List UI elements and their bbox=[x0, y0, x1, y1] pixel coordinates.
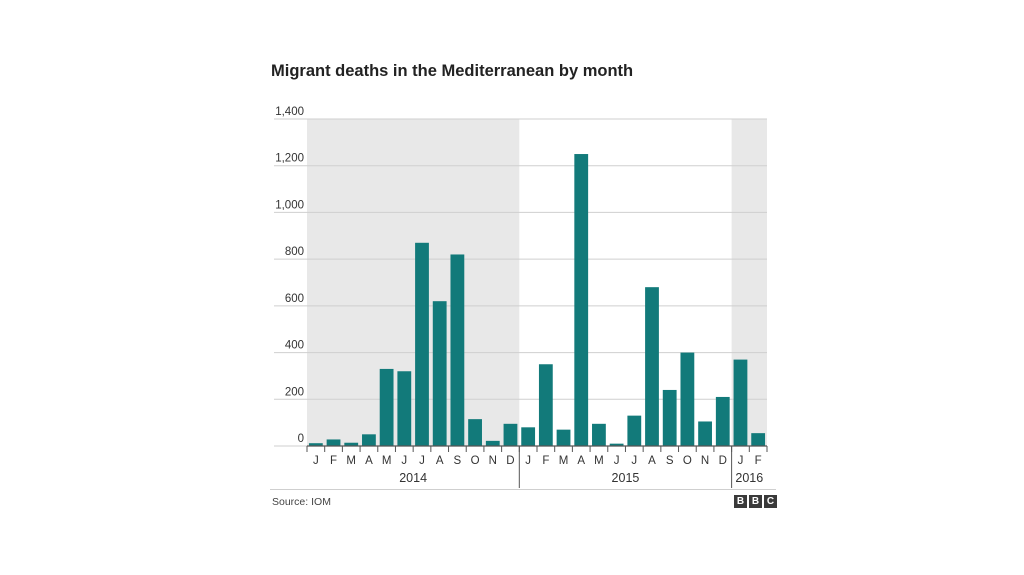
bar bbox=[450, 254, 465, 446]
x-tick-label: J bbox=[525, 455, 531, 467]
bar bbox=[698, 421, 712, 446]
year-label: 2016 bbox=[735, 471, 763, 485]
bar bbox=[556, 429, 571, 446]
bar bbox=[715, 396, 730, 446]
y-tick-label: 1,000 bbox=[275, 199, 304, 211]
logo-letter: B bbox=[734, 495, 747, 508]
logo-letter: B bbox=[749, 495, 762, 508]
chart-title: Migrant deaths in the Mediterranean by m… bbox=[271, 62, 634, 80]
x-tick-label: D bbox=[506, 455, 514, 467]
y-tick-label: 1,400 bbox=[275, 106, 304, 118]
y-tick-label: 200 bbox=[285, 386, 304, 398]
bar bbox=[733, 359, 748, 446]
y-tick-label: 1,200 bbox=[275, 153, 304, 165]
logo-letter: C bbox=[764, 495, 777, 508]
x-tick-label: F bbox=[330, 455, 337, 467]
x-tick-label: S bbox=[666, 455, 674, 467]
bar bbox=[662, 389, 677, 446]
x-tick-label: J bbox=[401, 455, 407, 467]
x-tick-label: M bbox=[594, 455, 604, 467]
bar bbox=[627, 415, 642, 446]
bar bbox=[645, 287, 659, 446]
bar bbox=[326, 439, 341, 446]
x-tick-label: J bbox=[631, 455, 637, 467]
bbc-logo: B B C bbox=[734, 495, 777, 508]
bar bbox=[751, 433, 766, 446]
footer-divider bbox=[270, 489, 776, 490]
bar bbox=[574, 154, 589, 447]
x-tick-label: A bbox=[436, 455, 444, 467]
y-tick-label: 0 bbox=[298, 433, 304, 445]
bar bbox=[609, 443, 624, 446]
x-tick-label: F bbox=[542, 455, 549, 467]
bar bbox=[592, 423, 606, 446]
y-tick-label: 600 bbox=[285, 293, 304, 305]
y-tick-label: 400 bbox=[285, 340, 304, 352]
year-label: 2014 bbox=[399, 471, 427, 485]
bar bbox=[468, 419, 482, 446]
x-tick-label: M bbox=[382, 455, 392, 467]
year-shade bbox=[307, 119, 520, 446]
bar bbox=[521, 427, 536, 446]
x-tick-label: J bbox=[313, 455, 319, 467]
bar bbox=[308, 443, 323, 446]
bar bbox=[397, 371, 412, 446]
x-tick-label: A bbox=[648, 455, 656, 467]
bar bbox=[680, 352, 695, 446]
x-tick-label: F bbox=[755, 455, 762, 467]
bar bbox=[344, 442, 359, 446]
x-tick-label: O bbox=[683, 455, 692, 467]
y-tick-label: 800 bbox=[285, 246, 304, 258]
x-tick-label: M bbox=[346, 455, 356, 467]
x-tick-label: M bbox=[559, 455, 569, 467]
bar bbox=[379, 368, 394, 446]
x-tick-label: J bbox=[614, 455, 620, 467]
bar bbox=[503, 423, 518, 446]
bar bbox=[362, 434, 376, 446]
x-tick-label: N bbox=[489, 455, 497, 467]
bar bbox=[485, 440, 500, 446]
x-tick-label: A bbox=[365, 455, 373, 467]
source-note: Source: IOM bbox=[272, 496, 331, 508]
x-tick-label: D bbox=[719, 455, 727, 467]
bar bbox=[415, 242, 429, 446]
x-tick-label: A bbox=[577, 455, 585, 467]
bar bbox=[538, 364, 553, 446]
x-tick-label: O bbox=[471, 455, 480, 467]
year-label: 2015 bbox=[612, 471, 640, 485]
x-tick-label: J bbox=[419, 455, 425, 467]
x-tick-label: J bbox=[738, 455, 744, 467]
bar bbox=[432, 301, 447, 446]
x-tick-label: N bbox=[701, 455, 709, 467]
x-tick-label: S bbox=[454, 455, 462, 467]
